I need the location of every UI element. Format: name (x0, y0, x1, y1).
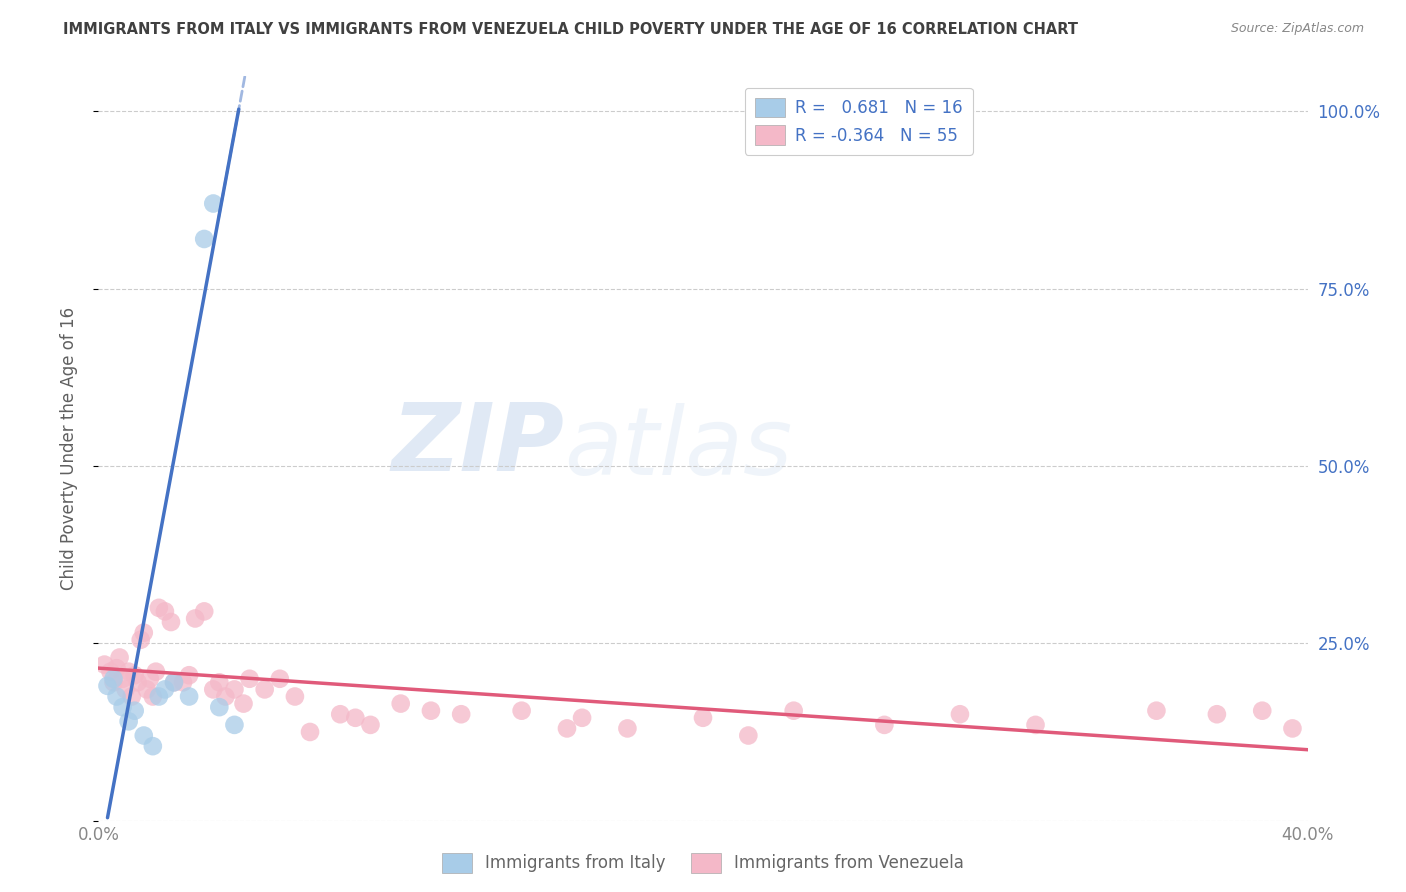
Point (692, 711, 714, 725)
Point (329, 707, 352, 722)
Point (389, 697, 412, 711)
Point (239, 672, 262, 686)
Point (93, 657, 115, 672)
Point (142, 739, 165, 753)
Point (510, 704, 533, 718)
Point (108, 650, 131, 665)
Point (132, 625, 155, 640)
Point (284, 690, 307, 704)
Point (873, 718, 896, 732)
Point (100, 665, 122, 679)
Point (121, 690, 143, 704)
Point (118, 665, 141, 679)
Point (783, 704, 806, 718)
Point (616, 722, 638, 736)
Point (172, 675, 194, 690)
Point (208, 700, 231, 714)
Point (96, 679, 118, 693)
Point (253, 682, 276, 697)
Point (232, 697, 254, 711)
Text: IMMIGRANTS FROM ITALY VS IMMIGRANTS FROM VENEZUELA CHILD POVERTY UNDER THE AGE O: IMMIGRANTS FROM ITALY VS IMMIGRANTS FROM… (63, 22, 1078, 37)
Point (193, 604, 215, 618)
Point (420, 704, 443, 718)
Point (114, 682, 136, 697)
Point (124, 704, 146, 718)
Legend: R =   0.681   N = 16, R = -0.364   N = 55: R = 0.681 N = 16, R = -0.364 N = 55 (745, 88, 973, 154)
Y-axis label: Child Poverty Under the Age of 16: Child Poverty Under the Age of 16 (59, 307, 77, 590)
Point (124, 668, 146, 682)
Point (344, 711, 367, 725)
Point (202, 682, 225, 697)
Point (142, 690, 165, 704)
Text: ZIP: ZIP (391, 399, 564, 491)
Point (224, 682, 246, 697)
Point (1144, 704, 1167, 718)
Point (208, 675, 231, 690)
Point (153, 604, 176, 618)
Point (224, 718, 246, 732)
Point (153, 682, 176, 697)
Point (148, 600, 170, 615)
Point (184, 611, 207, 625)
Point (111, 672, 134, 686)
Point (450, 707, 472, 722)
Point (214, 690, 236, 704)
Point (949, 707, 972, 722)
Point (737, 729, 759, 743)
Point (269, 672, 291, 686)
Point (299, 725, 322, 739)
Point (118, 714, 141, 729)
Point (179, 668, 201, 682)
Point (127, 675, 149, 690)
Point (111, 700, 134, 714)
Point (105, 690, 128, 704)
Point (103, 672, 125, 686)
Point (135, 682, 157, 697)
Point (148, 690, 170, 704)
Point (105, 661, 128, 675)
Point (103, 675, 125, 690)
Point (163, 675, 186, 690)
Point (193, 232, 215, 246)
Legend: Immigrants from Italy, Immigrants from Venezuela: Immigrants from Italy, Immigrants from V… (436, 847, 970, 880)
Point (571, 711, 593, 725)
Point (1251, 704, 1274, 718)
Point (132, 729, 155, 743)
Point (163, 675, 186, 690)
Point (145, 665, 167, 679)
Point (1024, 718, 1046, 732)
Point (555, 722, 578, 736)
Point (1281, 722, 1303, 736)
Point (160, 615, 183, 629)
Text: Source: ZipAtlas.com: Source: ZipAtlas.com (1230, 22, 1364, 36)
Point (360, 718, 382, 732)
Point (139, 672, 162, 686)
Point (1206, 707, 1229, 722)
Point (202, 196, 225, 211)
Point (179, 690, 201, 704)
Point (129, 632, 152, 647)
Text: atlas: atlas (564, 402, 792, 494)
